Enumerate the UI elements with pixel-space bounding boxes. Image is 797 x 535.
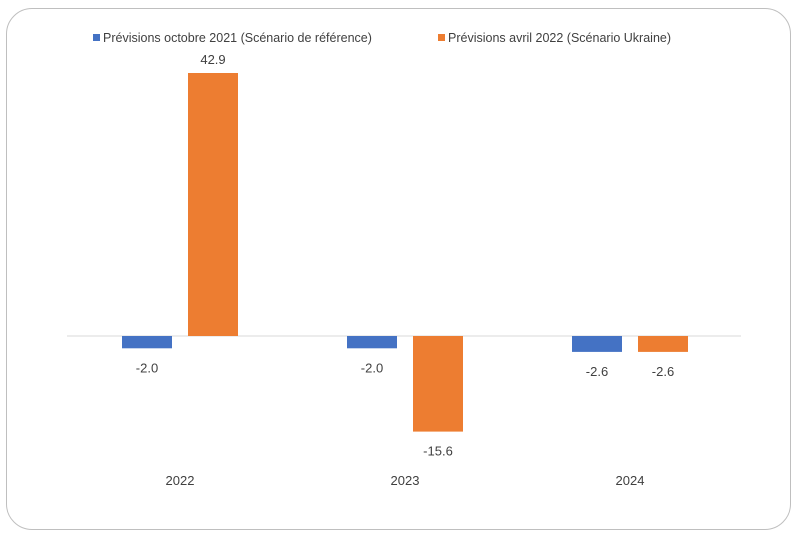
legend-swatch-series-2	[438, 34, 445, 41]
x-tick-label-2024: 2024	[616, 473, 645, 488]
bar-series-1-2024	[572, 336, 622, 352]
legend-item-series-2: Prévisions avril 2022 (Scénario Ukraine)	[438, 31, 671, 45]
bars-group	[122, 73, 688, 432]
legend: Prévisions octobre 2021 (Scénario de réf…	[93, 31, 671, 45]
x-tick-label-2023: 2023	[391, 473, 420, 488]
data-label-series-1-2023: -2.0	[361, 360, 383, 375]
data-label-series-1-2024: -2.6	[586, 364, 608, 379]
data-labels-group: -2.0 42.9 -2.0 -15.6 -2.6 -2.6	[136, 52, 674, 459]
bar-series-1-2023	[347, 336, 397, 349]
data-label-series-2-2023: -15.6	[423, 444, 453, 459]
bar-series-2-2022	[188, 73, 238, 336]
x-axis-tick-labels: 2022 2023 2024	[166, 473, 645, 488]
legend-item-series-1: Prévisions octobre 2021 (Scénario de réf…	[93, 31, 372, 45]
legend-label-series-2: Prévisions avril 2022 (Scénario Ukraine)	[448, 31, 671, 45]
bar-series-2-2024	[638, 336, 688, 352]
data-label-series-1-2022: -2.0	[136, 360, 158, 375]
legend-swatch-series-1	[93, 34, 100, 41]
x-tick-label-2022: 2022	[166, 473, 195, 488]
bar-series-1-2022	[122, 336, 172, 349]
data-label-series-2-2022: 42.9	[200, 52, 225, 67]
bar-series-2-2023	[413, 336, 463, 432]
data-label-series-2-2024: -2.6	[652, 364, 674, 379]
chart-area	[6, 8, 791, 530]
legend-label-series-1: Prévisions octobre 2021 (Scénario de réf…	[103, 31, 372, 45]
